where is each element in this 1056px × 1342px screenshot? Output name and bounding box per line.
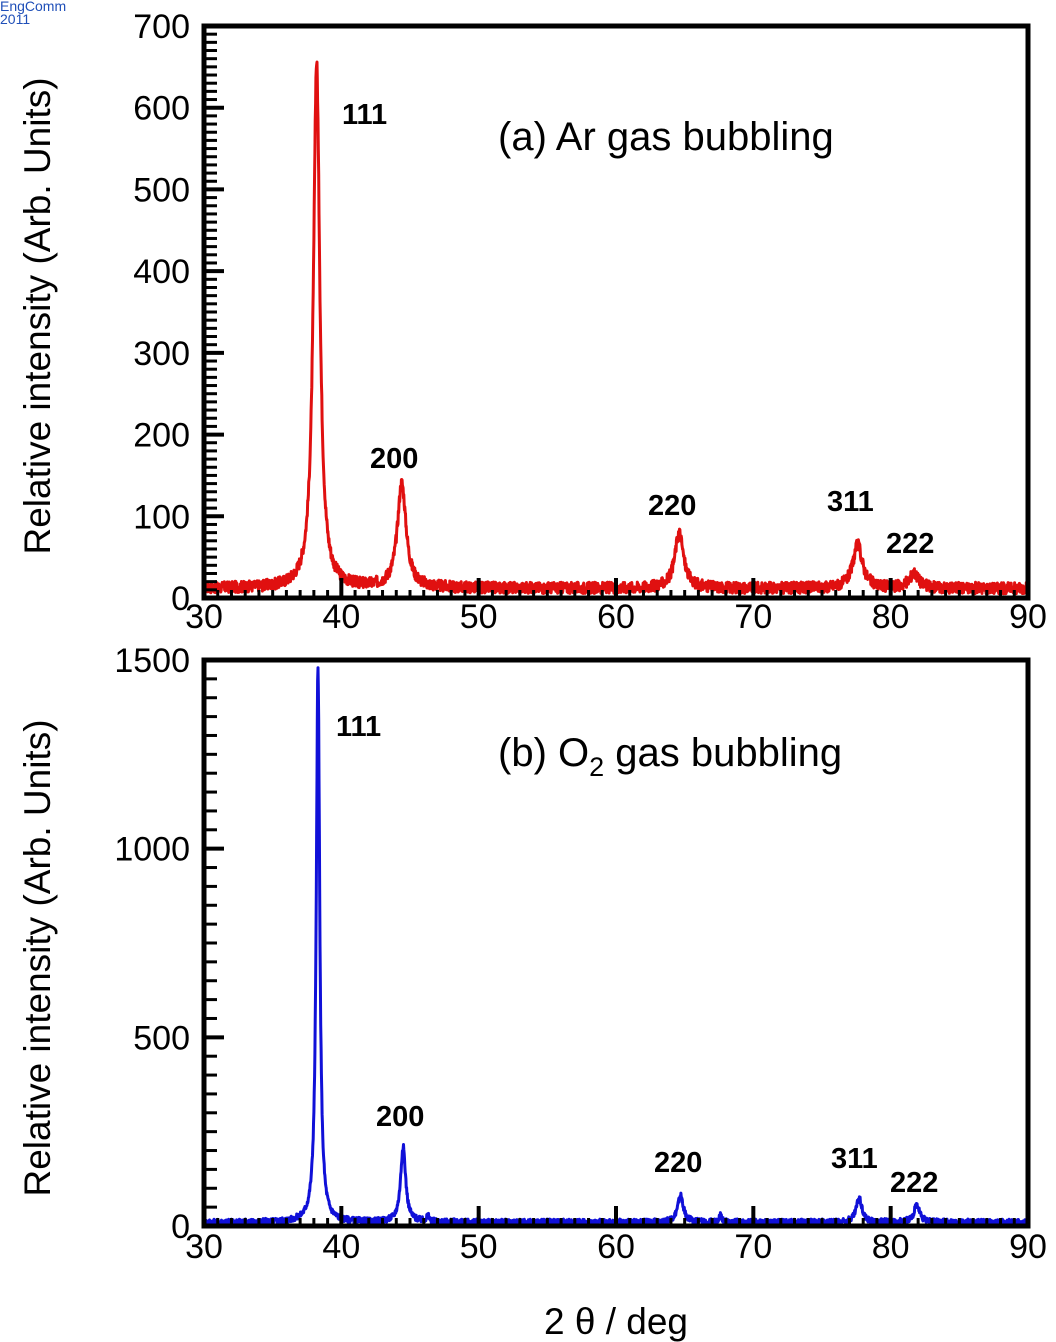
panel-b-peak-label-220: 220 [654, 1147, 702, 1179]
panel-a-y-axis-title: Relative intensity (Arb. Units) [17, 77, 58, 554]
panel-a-x-tick-label: 70 [734, 598, 772, 636]
panel-b-y-tick-label: 1000 [114, 831, 190, 869]
panel-a-peak-label-220: 220 [648, 490, 696, 522]
panel-b-x-tick-label: 90 [1009, 1228, 1047, 1266]
source-note-line2: 2011 [0, 11, 31, 27]
panel-b-y-tick-label: 1500 [114, 642, 190, 680]
panel-a-peak-label-311: 311 [827, 486, 874, 518]
panel-b-label-rest: gas bubbling [604, 731, 842, 775]
panel-b-peak-label-111: 111 [336, 711, 381, 743]
panel-b-x-tick-label: 60 [597, 1228, 635, 1266]
panel-a-x-tick-label: 40 [322, 598, 360, 636]
panel-b-frame [201, 657, 1031, 1229]
panel-a-x-tick-label: 30 [185, 598, 223, 636]
panel-b-x-tick-label: 70 [734, 1228, 772, 1266]
panel-a-x-tick-label: 90 [1009, 598, 1047, 636]
panel-b-x-tick-label: 30 [185, 1228, 223, 1266]
panel-b-y-tick-label: 0 [171, 1208, 190, 1246]
panel-a-y-tick-label: 700 [133, 8, 190, 46]
panel-a-y-tick-label: 300 [133, 335, 190, 373]
panel-a-y-tick-label: 100 [133, 498, 190, 536]
panel-b-peak-label-200: 200 [376, 1101, 424, 1133]
panel-a-peak-label-200: 200 [370, 443, 418, 475]
panel-a-peak-label-222: 222 [886, 528, 934, 560]
panel-a-x-tick-label: 60 [597, 598, 635, 636]
panel-a-x-tick-label: 50 [460, 598, 498, 636]
panel-a-y-tick-label: 500 [133, 171, 190, 209]
panel-a-y-tick-label: 600 [133, 90, 190, 128]
panel-a-y-tick-label: 0 [171, 580, 190, 618]
panel-a-y-tick-label: 400 [133, 253, 190, 291]
panel-b-x-tick-label: 40 [322, 1228, 360, 1266]
panel-b-label-subscript: 2 [589, 752, 604, 782]
panel-a-label: (a) Ar gas bubbling [498, 115, 834, 159]
panel-b-peak-label-222: 222 [890, 1167, 938, 1199]
panel-b-y-axis-title: Relative intensity (Arb. Units) [17, 719, 58, 1196]
x-axis-title: 2 θ / deg [544, 1301, 688, 1342]
panel-b-x-tick-label: 50 [460, 1228, 498, 1266]
panel-a-x-tick-label: 80 [872, 598, 910, 636]
panel-a: 30 40 50 60 70 80 90 0 100 200 300 400 500 600 700 111… [17, 8, 1047, 636]
source-note-line1: EngComm [0, 0, 67, 14]
panel-b-y-tick-label: 500 [133, 1019, 190, 1057]
panel-a-frame [201, 23, 1031, 601]
panel-a-label-layer: 111 200 220 311 222 [342, 99, 934, 560]
panel-b-peak-label-311: 311 [831, 1143, 878, 1175]
panel-a-y-tick-label: 200 [133, 417, 190, 455]
panel-b-label: (b) O2 gas bubbling [498, 731, 842, 782]
panel-b-label-layer: 111 200 220 311 222 [336, 711, 938, 1199]
source-note: EngComm 2011 [0, 0, 140, 26]
panel-b-axis-layer: 30 40 50 60 70 80 90 0 500 1000 1500 [114, 642, 1047, 1266]
panel-b-label-main: (b) O [498, 731, 589, 775]
panel-a-peak-label-111: 111 [342, 99, 387, 131]
panel-b-x-tick-label: 80 [872, 1228, 910, 1266]
panel-b: 30 40 50 60 70 80 90 0 500 1000 1500 111 200 220 311 2… [17, 642, 1047, 1342]
